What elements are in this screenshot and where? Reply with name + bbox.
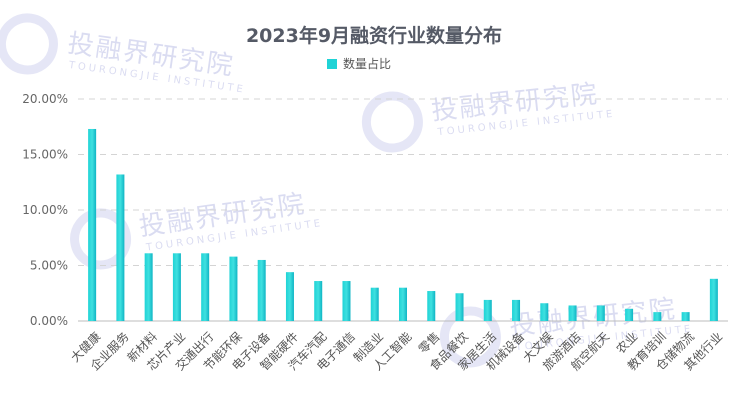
- grid-lines: [78, 98, 728, 322]
- bar: [653, 312, 662, 321]
- bar: [596, 305, 605, 321]
- legend: 数量占比: [327, 56, 391, 71]
- y-tick-label: 5.00%: [30, 259, 68, 273]
- y-axis-ticks: 0.00% 5.00% 10.00% 15.00% 20.00%: [22, 92, 68, 328]
- bar: [314, 281, 323, 321]
- bar: [483, 299, 492, 321]
- bar: [285, 272, 294, 321]
- bar: [229, 256, 238, 321]
- bar: [512, 299, 521, 321]
- bar: [257, 259, 266, 321]
- bar: [455, 293, 464, 321]
- legend-label: 数量占比: [343, 56, 391, 71]
- bar: [201, 253, 210, 321]
- bar: [427, 291, 436, 321]
- y-tick-label: 15.00%: [22, 148, 68, 162]
- y-tick-label: 10.00%: [22, 203, 68, 217]
- bar: [370, 287, 379, 321]
- bar: [116, 174, 125, 321]
- y-tick-label: 20.00%: [22, 92, 68, 106]
- x-axis-labels: 大健康企业服务新材料芯片产业交通出行节能环保电子设备智能硬件汽车汽配电子通信制造…: [67, 329, 725, 374]
- bar: [625, 308, 634, 321]
- bar: [399, 287, 407, 321]
- bar: [342, 281, 351, 321]
- bar: [709, 278, 718, 321]
- watermark-ring: [70, 208, 132, 270]
- bar: [144, 253, 153, 321]
- watermark-ring: [439, 306, 501, 368]
- bar: [568, 305, 577, 321]
- y-tick-label: 0.00%: [30, 314, 68, 328]
- bar: [681, 312, 690, 321]
- bar: [540, 303, 549, 321]
- watermark-ring: [0, 13, 58, 75]
- watermark-ring: [361, 91, 423, 153]
- bar: [172, 253, 181, 321]
- bar: [88, 128, 97, 321]
- legend-swatch: [327, 59, 337, 69]
- bar-series: [88, 128, 718, 321]
- chart-title: 2023年9月融资行业数量分布: [246, 24, 502, 47]
